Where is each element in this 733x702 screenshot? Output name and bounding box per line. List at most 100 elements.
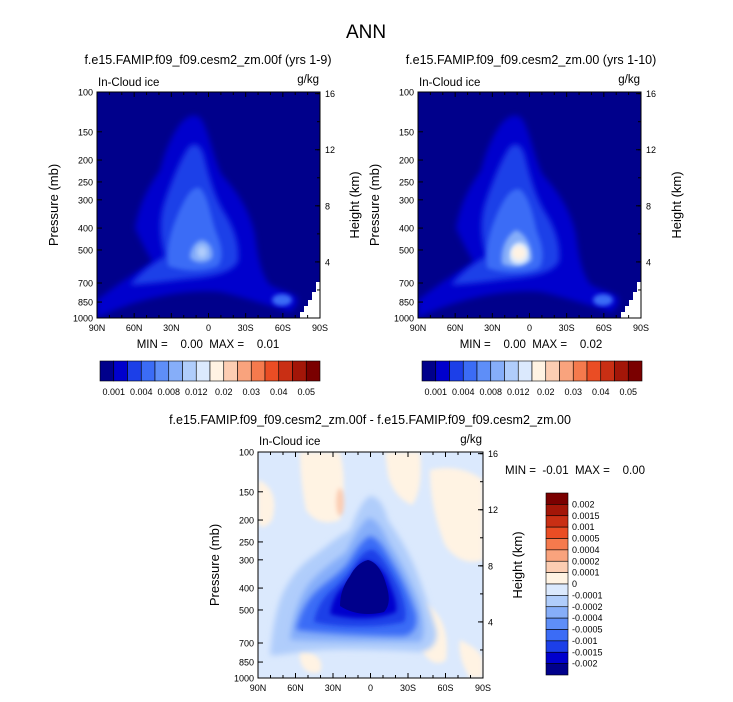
height-tick-label: 8 [488, 561, 493, 571]
pressure-tick-label: 150 [78, 127, 93, 137]
pressure-tick-label: 250 [78, 177, 93, 187]
pressure-tick-label: 700 [78, 278, 93, 288]
panel-b: f.e15.FAMIP.f09_f09.cesm2_zm.00 (yrs 1-1… [367, 53, 684, 351]
colorbar-diff-label: 0.0005 [572, 534, 600, 544]
x-tick-label: 0 [368, 683, 373, 693]
colorbar-label: 0.008 [157, 387, 180, 397]
colorbar-swatch [531, 360, 547, 382]
panel-c-minmax: MIN = -0.01 MAX = 0.00 [505, 465, 645, 477]
colorbar-swatch [278, 360, 293, 382]
x-tick-label: 90S [312, 323, 328, 333]
colorbar-diff-swatch [545, 515, 569, 528]
height-tick-label: 4 [325, 257, 330, 267]
height-tick-label: 4 [646, 257, 651, 267]
colorbar-swatch [504, 360, 519, 382]
panel-a: f.e15.FAMIP.f09_f09.cesm2_zm.00f (yrs 1-… [46, 53, 362, 351]
x-tick-label: 60S [275, 323, 291, 333]
colorbar-diff-swatch [545, 560, 569, 573]
panel-c-height-axis: 16 12 8 4 [478, 449, 498, 651]
pressure-tick-label: 200 [399, 156, 414, 166]
height-tick-label: 12 [646, 145, 656, 155]
colorbar-label: 0.004 [130, 387, 153, 397]
colorbar-diff-label: -0.002 [572, 659, 598, 669]
colorbar-swatch [490, 360, 505, 382]
pressure-tick-label: 400 [399, 224, 414, 234]
colorbar-swatch [154, 360, 170, 382]
colorbar-diff-label: -0.0001 [572, 590, 603, 600]
pressure-tick-label: 1000 [234, 674, 254, 684]
colorbar-swatch [223, 360, 238, 382]
colorbar-swatch [305, 360, 321, 382]
height-tick-label: 16 [488, 449, 498, 459]
colorbar-label: 0.012 [185, 387, 208, 397]
colorbar-label: 0.03 [564, 387, 582, 397]
colorbar-swatch [264, 360, 280, 382]
colorbar-swatch [586, 360, 602, 382]
colorbar-swatch [517, 360, 533, 382]
x-tick-label: 30S [238, 323, 254, 333]
colorbar-diff-swatch [545, 629, 569, 642]
height-tick-label: 12 [488, 505, 498, 515]
colorbar-diff-swatch [545, 651, 569, 664]
colorbar-label: 0.004 [452, 387, 475, 397]
colorbar-swatch [600, 360, 615, 382]
pressure-tick-label: 250 [399, 177, 414, 187]
panel-c-plot-area [258, 452, 483, 678]
colorbar-swatch [113, 360, 128, 382]
colorbar-swatch [559, 360, 574, 382]
colorbar-swatch [168, 360, 183, 382]
colorbar-diff-swatch [545, 663, 569, 676]
pressure-tick-label: 300 [78, 195, 93, 205]
panel-b-x-axis: 90N 60N 30N 0 30S 60S 90S [410, 92, 649, 333]
panel-a-minmax: MIN = 0.00 MAX = 0.01 [137, 339, 280, 351]
x-tick-label: 30N [325, 683, 342, 693]
panel-b-pressure-axis: 100 150 200 250 300 400 500 700 850 1000 [394, 88, 423, 324]
colorbar-diff-label: -0.0005 [572, 625, 603, 635]
height-tick-label: 4 [488, 617, 493, 627]
x-tick-label: 60S [437, 683, 453, 693]
panel-a-units: g/kg [297, 74, 319, 86]
x-tick-label: 90N [250, 683, 267, 693]
panel-c-ylabel: Pressure (mb) [207, 524, 222, 606]
colorbar-swatch [250, 360, 266, 382]
panel-b-ylabel-right: Height (km) [669, 171, 684, 238]
colorbar-swatch [476, 360, 492, 382]
main-title: ANN [346, 22, 386, 43]
panel-c-title: f.e15.FAMIP.f09_f09.cesm2_zm.00f - f.e15… [169, 413, 571, 427]
panel-a-ylabel-right: Height (km) [347, 171, 362, 238]
pressure-tick-label: 200 [239, 516, 254, 526]
pressure-tick-label: 1000 [73, 314, 93, 324]
colorbar-diff-swatch [545, 526, 569, 539]
colorbar-diff-label: 0.0001 [572, 568, 600, 578]
colorbar-label: 0.04 [592, 387, 610, 397]
colorbar-swatch [627, 360, 643, 382]
colorbar-diff-swatch [545, 504, 569, 517]
colorbar-diff-swatch [545, 572, 569, 585]
x-tick-label: 90N [89, 323, 106, 333]
pressure-tick-label: 200 [78, 156, 93, 166]
pressure-tick-label: 300 [399, 195, 414, 205]
panel-b-field-label: In-Cloud ice [419, 77, 480, 89]
colorbar-label: 0.008 [479, 387, 502, 397]
colorbar-diff-label: 0 [572, 579, 577, 589]
colorbar-diff-label: -0.0002 [572, 602, 603, 612]
pressure-tick-label: 700 [239, 638, 254, 648]
colorbar-label: 0.001 [424, 387, 447, 397]
panel-c: f.e15.FAMIP.f09_f09.cesm2_zm.00f - f.e15… [169, 413, 645, 693]
colorbar-label: 0.001 [102, 387, 125, 397]
height-tick-label: 12 [325, 145, 335, 155]
colorbar-diff-swatch [545, 492, 569, 505]
colorbar-diff-label: 0.0015 [572, 511, 600, 521]
pressure-tick-label: 150 [239, 487, 254, 497]
height-tick-label: 8 [325, 201, 330, 211]
panel-a-ylabel: Pressure (mb) [46, 164, 61, 246]
colorbar-label: 0.05 [619, 387, 637, 397]
pressure-tick-label: 1000 [394, 314, 414, 324]
colorbar-swatch [614, 360, 629, 382]
colorbar-swatch [435, 360, 450, 382]
pressure-tick-label: 500 [239, 605, 254, 615]
pressure-tick-label: 500 [399, 245, 414, 255]
pressure-tick-label: 250 [239, 537, 254, 547]
panel-c-x-axis: 90N 60N 30N 0 30S 60S 90S [250, 452, 491, 693]
